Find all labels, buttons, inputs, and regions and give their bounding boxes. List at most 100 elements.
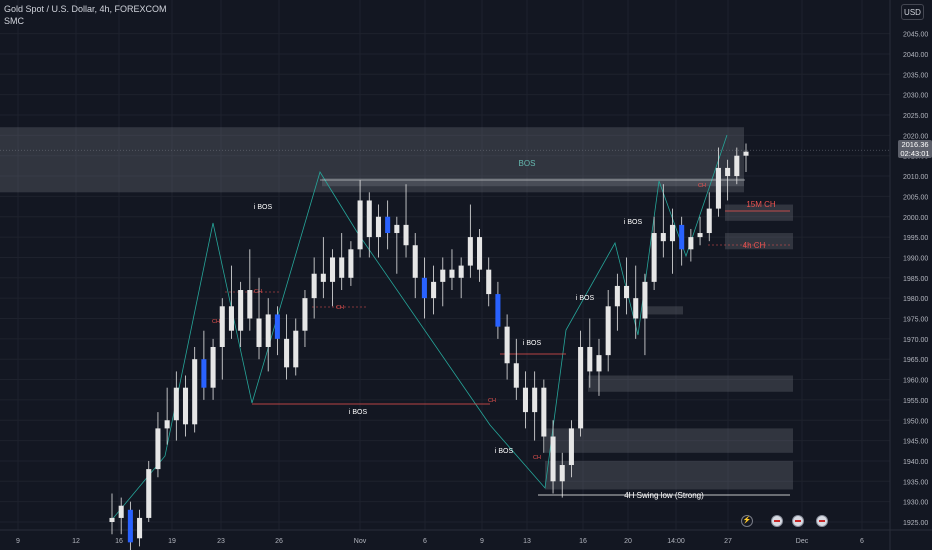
candle-body (596, 355, 602, 372)
choch-15m-label: 15M CH (746, 200, 776, 209)
indicator-label[interactable]: SMC (4, 16, 24, 26)
candle (302, 290, 308, 347)
candle-body (559, 465, 565, 482)
candle (210, 338, 216, 400)
candle-body (155, 428, 161, 470)
us-flag-event-icon[interactable] (771, 515, 783, 527)
lightning-icon[interactable]: ⚡ (741, 515, 753, 527)
candle (394, 216, 400, 274)
choch-label: CH (533, 455, 541, 461)
candle (697, 216, 703, 246)
candle-body (375, 216, 381, 238)
candle-body (541, 387, 547, 437)
candle (605, 290, 611, 372)
candle-body (311, 273, 317, 299)
x-tick-label: 20 (624, 538, 632, 545)
swing-low-label: 4H Swing low (Strong) (624, 491, 704, 500)
candle-body (412, 245, 418, 278)
candle (173, 371, 179, 441)
candle (238, 281, 244, 347)
candle-body (706, 208, 712, 234)
x-tick-label: 16 (115, 538, 123, 545)
candle-body (109, 517, 115, 522)
candle (137, 509, 143, 547)
y-tick-label: 2010.00 (903, 174, 928, 181)
candle-body (669, 224, 676, 242)
candle (467, 204, 473, 278)
candle (522, 371, 529, 429)
x-tick-label: 14:00 (667, 538, 685, 545)
x-tick-label: 6 (860, 538, 864, 545)
y-tick-label: 2040.00 (903, 52, 928, 59)
x-tick-label: 16 (579, 538, 587, 545)
candle (578, 330, 584, 437)
candle-body (210, 346, 216, 388)
us-flag-event-icon[interactable] (792, 515, 804, 527)
candle-body (633, 298, 639, 319)
candle (513, 338, 519, 400)
currency-button[interactable]: USD (901, 4, 924, 20)
candle-body (192, 359, 198, 425)
candle-body (467, 237, 473, 266)
candle (311, 257, 317, 319)
candle-body (734, 155, 740, 177)
candle (256, 277, 262, 360)
candle (348, 241, 354, 286)
candle-body (578, 346, 584, 429)
candle (587, 318, 593, 388)
candle-body (651, 233, 657, 282)
candle-body (173, 387, 179, 421)
candle-body (256, 318, 262, 347)
y-tick-label: 1985.00 (903, 276, 928, 283)
supply-demand-zone (588, 375, 793, 392)
candle (366, 192, 372, 258)
y-tick-label: 1925.00 (903, 520, 928, 527)
candle-body (421, 277, 427, 299)
candle (706, 192, 712, 242)
candle (201, 330, 207, 400)
candle (541, 379, 547, 453)
candle-body (284, 338, 290, 368)
candle-body (302, 298, 308, 331)
candle (357, 180, 363, 258)
candle-body (118, 505, 124, 518)
candle-body (688, 237, 694, 250)
candle-body (449, 269, 455, 278)
candle (715, 147, 721, 217)
candle-body (550, 436, 556, 482)
candle (329, 249, 336, 307)
y-tick-label: 2020.00 (903, 133, 928, 140)
candle (642, 273, 648, 356)
candle (495, 281, 501, 339)
candle-body (357, 200, 363, 250)
choch-4h-label: 4h CH (743, 241, 766, 250)
ibos-label: i BOS (254, 204, 273, 211)
candle (559, 452, 565, 498)
y-tick-label: 2030.00 (903, 93, 928, 100)
last-price-value: 2016.36 (901, 140, 929, 149)
candle (651, 216, 657, 291)
candle-body (568, 428, 574, 466)
bos-zone-label: BOS (519, 159, 536, 168)
candle-body (146, 469, 152, 518)
x-tick-label: Dec (796, 538, 809, 545)
candle (633, 265, 639, 339)
candle-body (366, 200, 372, 238)
y-tick-label: 2025.00 (903, 113, 928, 120)
y-tick-label: 1990.00 (903, 255, 928, 262)
supply-demand-zone (645, 306, 683, 315)
candle-body (495, 294, 501, 327)
x-tick-label: 19 (168, 538, 176, 545)
ibos-label: i BOS (349, 409, 368, 416)
y-tick-label: 1970.00 (903, 337, 928, 344)
candle (596, 338, 602, 396)
us-flag-event-icon[interactable] (816, 515, 828, 527)
y-tick-label: 2000.00 (903, 215, 928, 222)
candle-body (660, 233, 666, 242)
candle-body (477, 237, 483, 270)
candle-body (329, 257, 336, 282)
candle (550, 420, 556, 494)
bos-zone-band (322, 178, 744, 187)
candle (265, 298, 271, 372)
